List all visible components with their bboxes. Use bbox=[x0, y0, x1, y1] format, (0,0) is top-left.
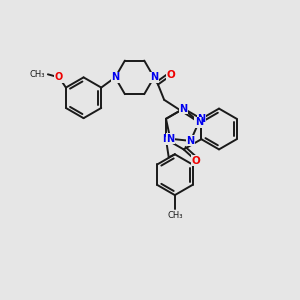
Text: O: O bbox=[192, 156, 200, 166]
Text: N: N bbox=[187, 136, 195, 146]
Text: N: N bbox=[150, 72, 158, 82]
Text: N: N bbox=[162, 134, 170, 144]
Text: N: N bbox=[195, 117, 203, 127]
Text: O: O bbox=[167, 70, 176, 80]
Text: N: N bbox=[197, 114, 206, 124]
Text: N: N bbox=[111, 72, 119, 82]
Text: O: O bbox=[55, 72, 63, 82]
Text: N: N bbox=[180, 103, 188, 114]
Text: CH₃: CH₃ bbox=[30, 70, 46, 79]
Text: N: N bbox=[166, 134, 174, 144]
Text: CH₃: CH₃ bbox=[167, 211, 183, 220]
